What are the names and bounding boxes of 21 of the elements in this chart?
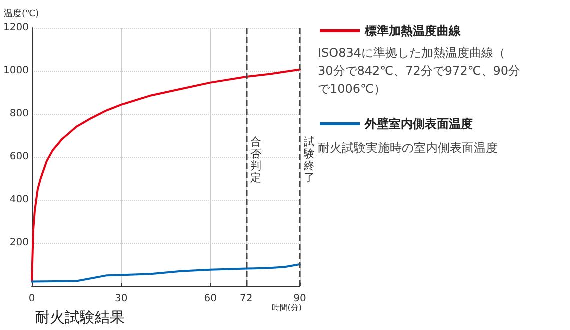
y-tick-label: 600 — [10, 152, 29, 162]
y-tick-label: 200 — [10, 238, 29, 248]
x-axis-title: 時間(分) — [272, 304, 302, 312]
line-series — [31, 68, 301, 283]
y-tick-label: 1200 — [4, 22, 29, 34]
ref-line-label: 試験終了 — [303, 136, 315, 184]
x-tick-label: 60 — [204, 294, 218, 304]
line-series — [31, 264, 301, 283]
y-tick-label: 800 — [10, 108, 29, 120]
text: 耐火試験実施時の室内側表面温度 — [318, 141, 498, 155]
text: 耐火試験結果 — [35, 308, 125, 326]
y-tick-label: 1000 — [4, 66, 29, 76]
x-tick-label: 30 — [114, 294, 128, 304]
x-tick-label: 90 — [294, 294, 306, 304]
x-tick-label: 0 — [28, 294, 36, 304]
x-tick-label: 72 — [240, 294, 253, 304]
y-axis-title: 温度(℃) — [4, 8, 40, 20]
text: ISO834に準拠した加熱温度曲線（30分で842℃、72分で972℃、90分で1006℃） — [318, 46, 521, 96]
y-tick-label: 400 — [10, 194, 29, 206]
legend-label: 標準加熱温度曲線 — [364, 24, 462, 38]
legend-label: 外壁室内側表面温度 — [364, 117, 473, 131]
